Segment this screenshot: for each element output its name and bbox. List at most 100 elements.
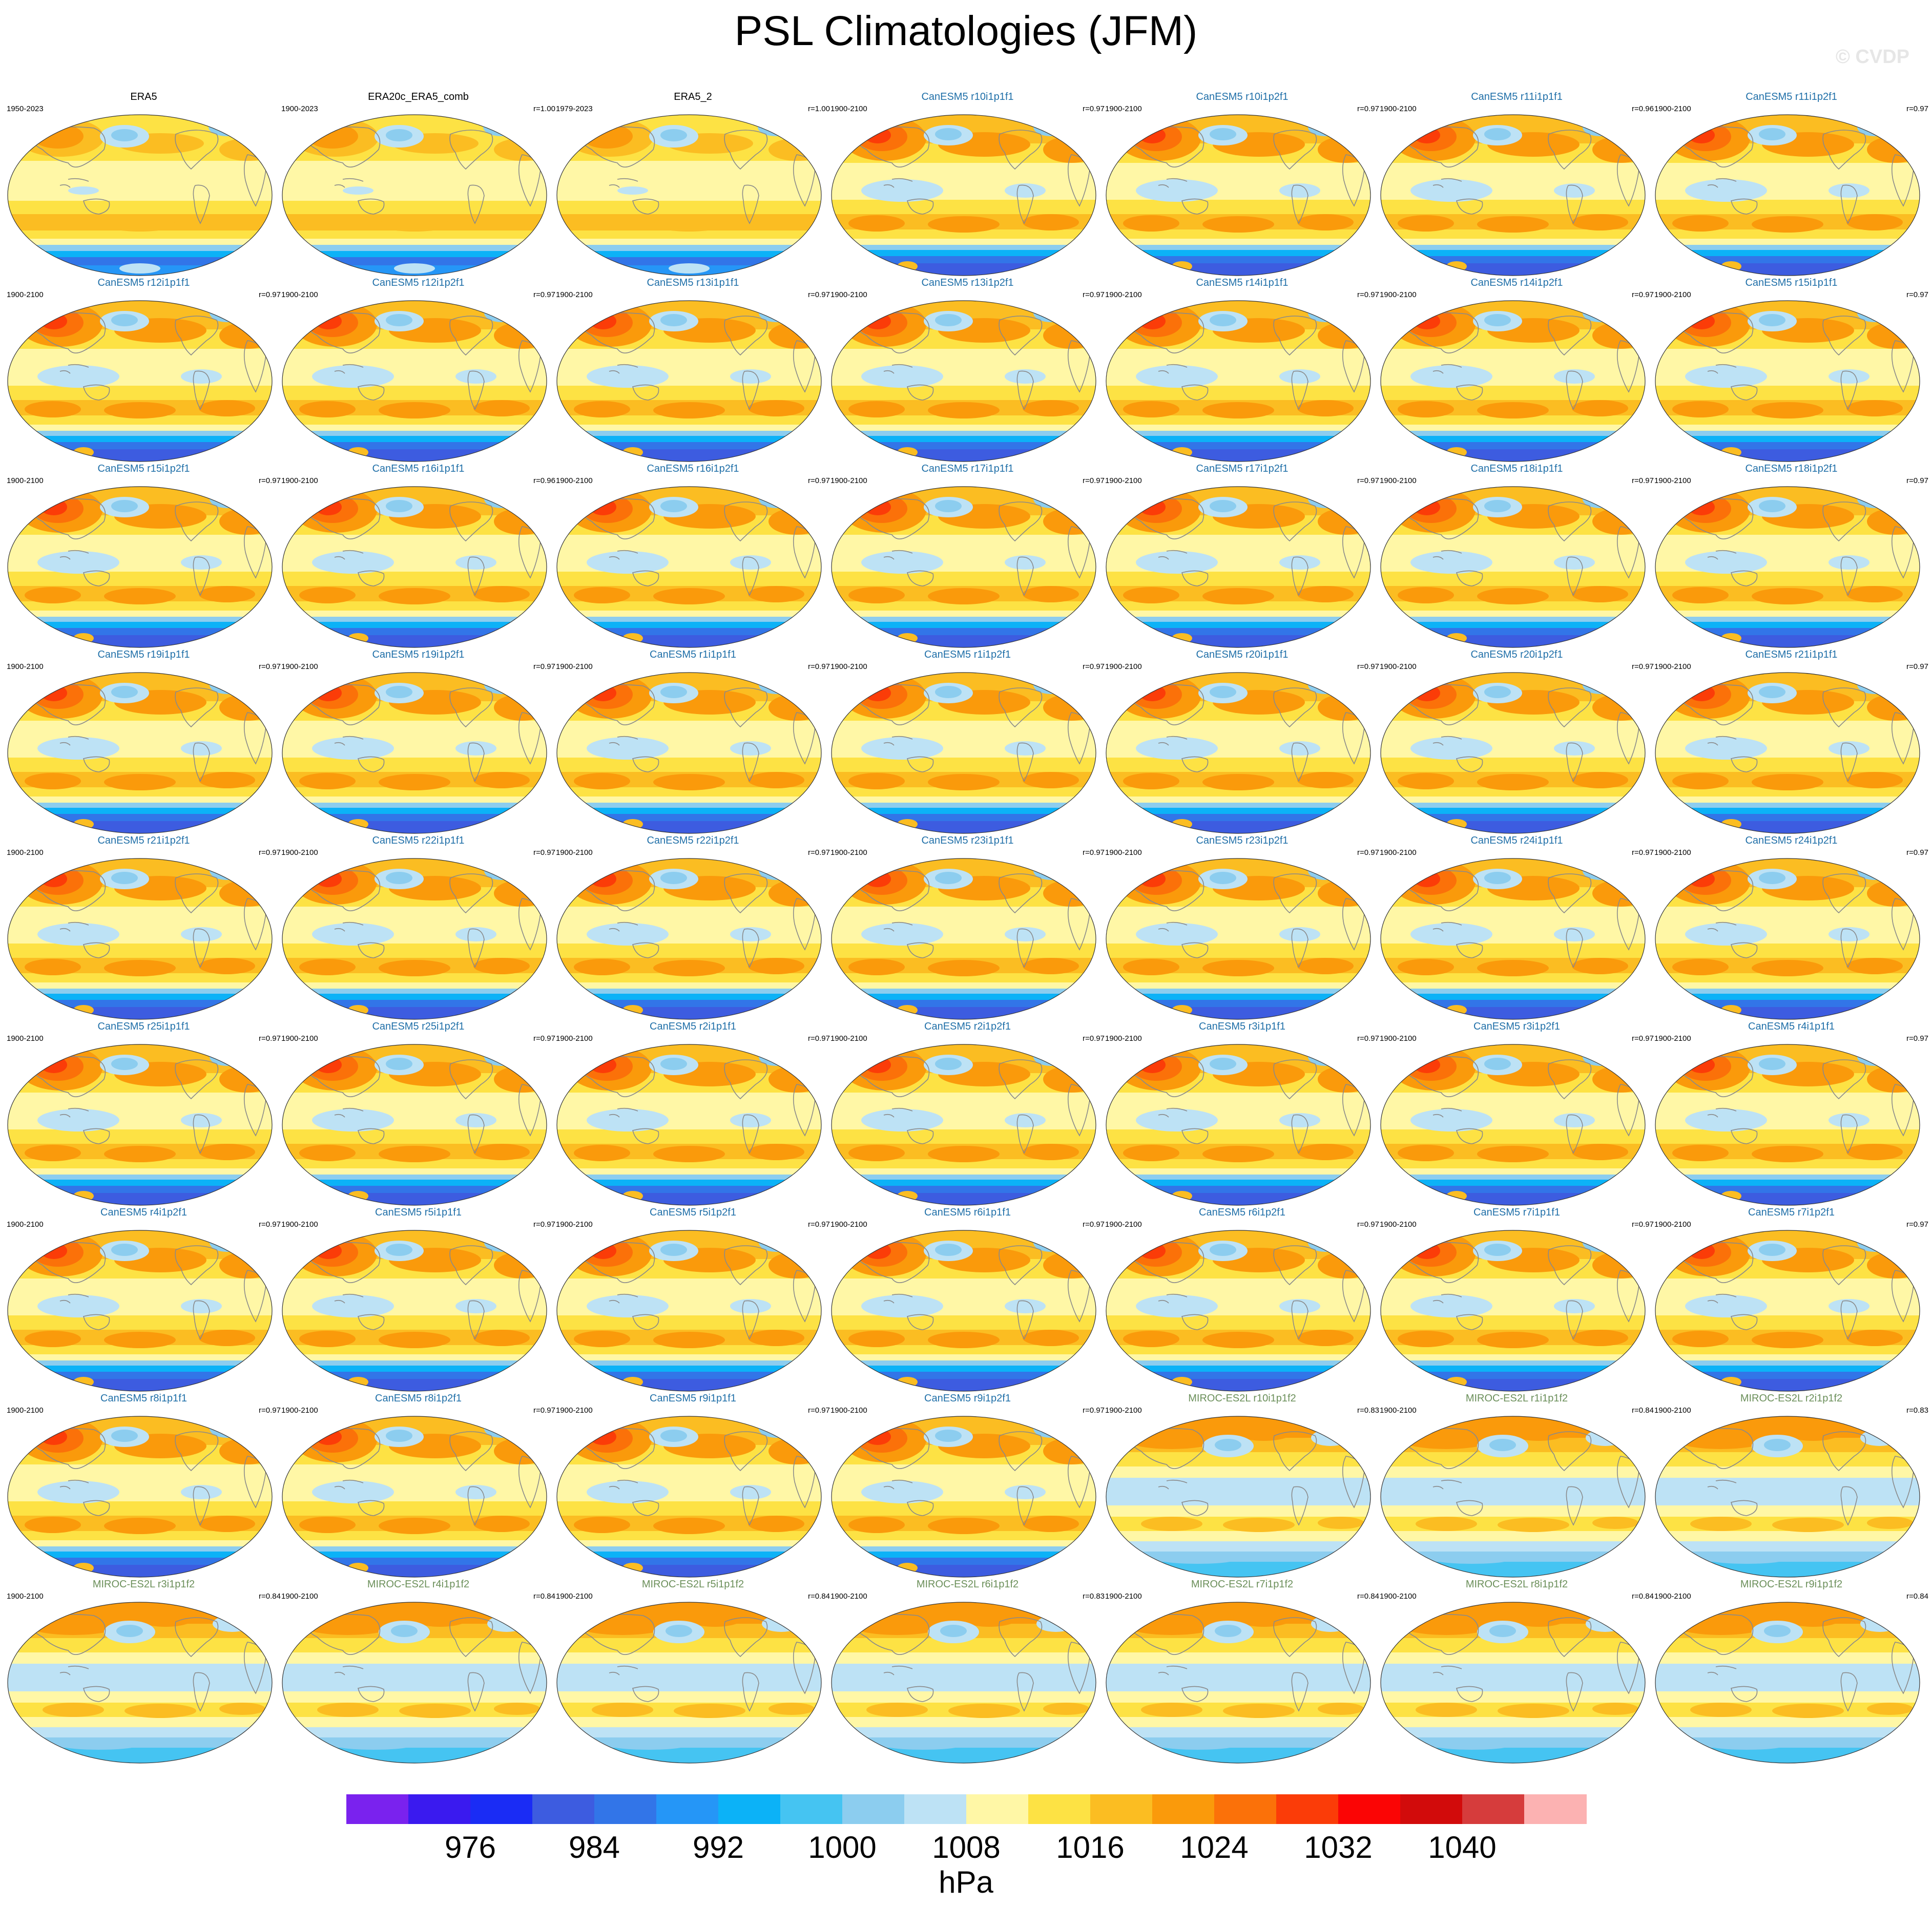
colorbar-tick-label: 1032 — [1304, 1830, 1373, 1864]
panel-pattern-correlation: r=0.84 — [1632, 1592, 1654, 1601]
map-panel: MIROC-ES2L r1i1p1f2 1900-2100 r=0.84 — [1380, 1393, 1654, 1578]
psl-map — [1106, 672, 1371, 834]
colorbar-swatch — [1090, 1794, 1153, 1824]
panel-title: CanESM5 r11i1p2f1 — [1746, 91, 1837, 102]
map-panel: CanESM5 r11i1p2f1 1900-2100 r=0.97 — [1654, 91, 1928, 277]
map-panel: MIROC-ES2L r7i1p1f2 1900-2100 r=0.84 — [1105, 1579, 1379, 1764]
colorbar-swatch — [532, 1794, 595, 1824]
panel-grid: ERA5 1950-2023 ERA20c_ERA5_comb 1900-2023 r=… — [7, 91, 1928, 1764]
map-panel: CanESM5 r2i1p2f1 1900-2100 r=0.97 — [830, 1021, 1105, 1206]
psl-map — [1655, 858, 1920, 1020]
panel-years: 1900-2100 — [830, 1406, 867, 1415]
psl-map — [831, 1230, 1096, 1392]
panel-pattern-correlation: r=0.97 — [808, 1406, 830, 1415]
map-panel: CanESM5 r4i1p1f1 1900-2100 r=0.97 — [1654, 1021, 1928, 1206]
panel-years: 1900-2100 — [7, 1406, 44, 1415]
panel-years: 1900-2100 — [556, 1406, 593, 1415]
map-panel: CanESM5 r20i1p1f1 1900-2100 r=0.97 — [1105, 649, 1379, 834]
colorbar-tick-label: 1016 — [1056, 1830, 1125, 1864]
panel-pattern-correlation: r=0.97 — [1083, 1406, 1105, 1415]
panel-pattern-correlation: r=0.97 — [533, 1034, 555, 1043]
panel-title: CanESM5 r13i1p2f1 — [921, 277, 1014, 288]
panel-pattern-correlation: r=0.97 — [1906, 290, 1928, 299]
panel-title: CanESM5 r6i1p2f1 — [1199, 1207, 1285, 1218]
map-panel: CanESM5 r16i1p1f1 1900-2100 r=0.96 — [281, 463, 555, 648]
colorbar-swatch — [966, 1794, 1029, 1824]
psl-map — [1380, 486, 1646, 648]
colorbar-tick-label: 984 — [568, 1830, 620, 1864]
panel-years: 1900-2100 — [1380, 290, 1417, 299]
map-panel: CanESM5 r18i1p1f1 1900-2100 r=0.97 — [1380, 463, 1654, 648]
colorbar-swatch — [1338, 1794, 1401, 1824]
map-panel: CanESM5 r1i1p1f1 1900-2100 r=0.97 — [556, 649, 830, 834]
map-panel: CanESM5 r22i1p2f1 1900-2100 r=0.97 — [556, 835, 830, 1020]
map-panel: CanESM5 r13i1p2f1 1900-2100 r=0.97 — [830, 277, 1105, 463]
map-panel: CanESM5 r6i1p1f1 1900-2100 r=0.97 — [830, 1207, 1105, 1392]
panel-pattern-correlation: r=0.96 — [533, 476, 555, 485]
panel-pattern-correlation: r=0.97 — [1357, 290, 1379, 299]
panel-years: 1900-2100 — [830, 848, 867, 857]
map-panel: MIROC-ES2L r8i1p1f2 1900-2100 r=0.84 — [1380, 1579, 1654, 1764]
psl-map — [556, 1044, 822, 1206]
panel-pattern-correlation: r=0.97 — [259, 476, 281, 485]
panel-pattern-correlation: r=0.97 — [1906, 1220, 1928, 1229]
panel-years: 1900-2100 — [830, 1034, 867, 1043]
panel-years: 1900-2100 — [281, 662, 318, 671]
panel-pattern-correlation: r=0.97 — [1632, 290, 1654, 299]
psl-map — [7, 1230, 273, 1392]
panel-title: CanESM5 r20i1p2f1 — [1470, 649, 1563, 660]
panel-years: 1900-2100 — [281, 1220, 318, 1229]
map-panel: CanESM5 r25i1p2f1 1900-2100 r=0.97 — [281, 1021, 555, 1206]
colorbar-swatch — [718, 1794, 781, 1824]
panel-title: ERA5_2 — [674, 91, 712, 102]
panel-years: 1900-2100 — [1380, 848, 1417, 857]
colorbar-tick-label: 1040 — [1428, 1830, 1497, 1864]
panel-years: 1900-2100 — [1654, 1406, 1691, 1415]
panel-title: CanESM5 r17i1p1f1 — [921, 463, 1014, 474]
panel-pattern-correlation: r=0.97 — [1083, 848, 1105, 857]
panel-pattern-correlation: r=0.97 — [1357, 476, 1379, 485]
panel-title: CanESM5 r23i1p2f1 — [1196, 835, 1289, 846]
colorbar — [346, 1794, 1587, 1824]
psl-map — [1655, 1230, 1920, 1392]
colorbar-swatch — [842, 1794, 905, 1824]
map-panel: CanESM5 r13i1p1f1 1900-2100 r=0.97 — [556, 277, 830, 463]
panel-years: 1900-2100 — [1105, 476, 1142, 485]
panel-years: 1900-2100 — [1105, 1406, 1142, 1415]
psl-map — [1380, 114, 1646, 276]
panel-pattern-correlation: r=0.97 — [1906, 104, 1928, 113]
colorbar-swatch — [1028, 1794, 1091, 1824]
panel-title: CanESM5 r9i1p2f1 — [924, 1393, 1011, 1404]
panel-pattern-correlation: r=0.97 — [1083, 104, 1105, 113]
psl-map — [1106, 1416, 1371, 1578]
panel-years: 1900-2100 — [1380, 1220, 1417, 1229]
panel-pattern-correlation: r=0.84 — [259, 1592, 281, 1601]
panel-title: CanESM5 r12i1p1f1 — [97, 277, 190, 288]
colorbar-tick-label: 976 — [444, 1830, 496, 1864]
map-panel: CanESM5 r7i1p2f1 1900-2100 r=0.97 — [1654, 1207, 1928, 1392]
panel-years: 1900-2100 — [830, 476, 867, 485]
panel-pattern-correlation: r=0.84 — [533, 1592, 555, 1601]
panel-years: 1900-2100 — [556, 1034, 593, 1043]
panel-years: 1900-2100 — [1654, 104, 1691, 113]
psl-map — [1380, 1602, 1646, 1764]
panel-title: MIROC-ES2L r6i1p1f2 — [916, 1579, 1019, 1590]
panel-title: MIROC-ES2L r9i1p1f2 — [1740, 1579, 1843, 1590]
panel-title: CanESM5 r24i1p1f1 — [1470, 835, 1563, 846]
panel-pattern-correlation: r=0.97 — [1357, 104, 1379, 113]
panel-title: CanESM5 r9i1p1f1 — [650, 1393, 736, 1404]
map-panel: CanESM5 r18i1p2f1 1900-2100 r=0.97 — [1654, 463, 1928, 648]
colorbar-swatch — [1276, 1794, 1339, 1824]
panel-pattern-correlation: r=0.97 — [1632, 476, 1654, 485]
panel-title: CanESM5 r14i1p2f1 — [1470, 277, 1563, 288]
psl-map — [7, 858, 273, 1020]
psl-map — [1106, 1602, 1371, 1764]
panel-title: CanESM5 r5i1p1f1 — [375, 1207, 462, 1218]
panel-title: CanESM5 r15i1p2f1 — [97, 463, 190, 474]
panel-title: CanESM5 r25i1p1f1 — [97, 1021, 190, 1032]
map-panel: CanESM5 r17i1p1f1 1900-2100 r=0.97 — [830, 463, 1105, 648]
psl-map — [7, 114, 273, 276]
psl-map — [7, 486, 273, 648]
panel-years: 1900-2100 — [7, 476, 44, 485]
map-panel: MIROC-ES2L r5i1p1f2 1900-2100 r=0.84 — [556, 1579, 830, 1764]
